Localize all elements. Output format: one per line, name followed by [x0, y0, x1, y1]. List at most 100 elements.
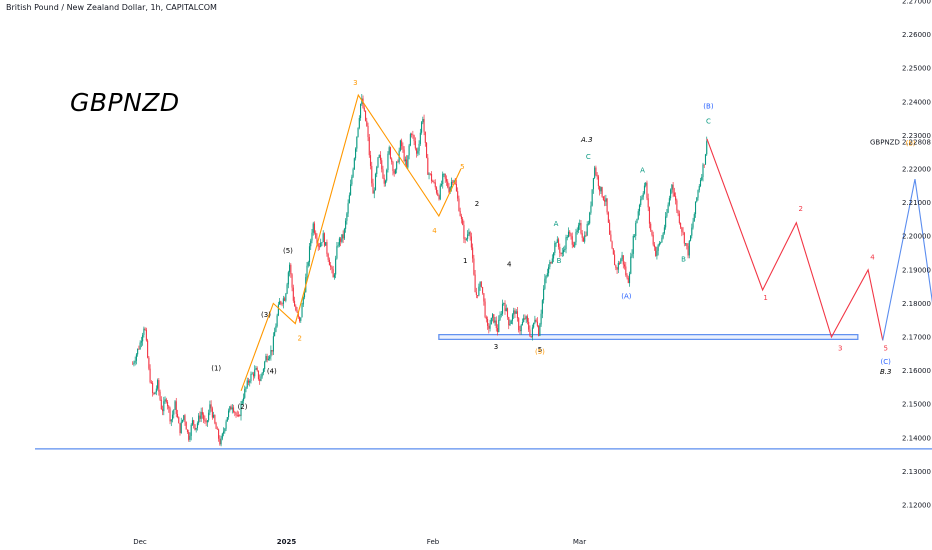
candle-body — [220, 438, 222, 445]
candle-body — [453, 180, 455, 183]
candle-body — [495, 320, 497, 329]
candle-body — [169, 408, 171, 422]
candle-body — [442, 173, 444, 184]
candle-body — [200, 411, 202, 419]
candle-body — [526, 316, 528, 322]
candle-body — [340, 238, 342, 242]
candle-body — [138, 348, 140, 350]
candle-body — [576, 230, 578, 232]
candle-body — [188, 432, 190, 440]
price-tick-label: 2.17000 — [902, 334, 931, 342]
candle-body — [234, 411, 236, 413]
candle-body — [428, 173, 430, 175]
candle-body — [214, 415, 216, 424]
candle-body — [260, 376, 262, 382]
symbol-header[interactable]: British Pound / New Zealand Dollar, 1h, … — [6, 3, 217, 12]
candle-body — [224, 428, 226, 432]
candle-body — [484, 301, 486, 318]
candle-body — [336, 246, 338, 259]
candle-body — [523, 318, 525, 322]
wave-label: 1 — [763, 294, 767, 302]
candle-body — [262, 369, 264, 373]
wave-label: 3 — [494, 343, 498, 351]
candle-body — [312, 223, 314, 233]
wave-label: (A) — [621, 292, 632, 300]
candle-body — [374, 174, 377, 191]
candle-body — [416, 148, 418, 154]
candle-body — [323, 233, 325, 246]
candle-body — [355, 148, 357, 159]
candle-body — [333, 274, 335, 278]
candle-body — [236, 414, 238, 416]
candle-body — [429, 173, 431, 175]
candle-body — [406, 159, 408, 168]
candle-body — [487, 319, 489, 326]
candle-body — [687, 246, 689, 256]
candle-body — [516, 311, 519, 319]
candle-body — [154, 392, 156, 395]
candle-body — [594, 167, 596, 179]
candle-body — [368, 137, 370, 156]
candle-body — [315, 232, 317, 238]
candle-body — [661, 237, 663, 243]
candle-body — [635, 223, 637, 236]
candle-body — [135, 354, 137, 361]
candle-body — [270, 350, 272, 357]
ticker-label: GBPNZD — [870, 138, 900, 146]
price-tick-label: 2.23000 — [902, 132, 931, 140]
candle-body — [455, 184, 457, 192]
candle-body — [327, 253, 329, 260]
candle-body — [685, 243, 687, 245]
support-zone-box — [438, 334, 859, 340]
candle-body — [209, 404, 211, 413]
candle-body — [313, 223, 316, 233]
candle-body — [434, 182, 436, 188]
candle-body — [553, 252, 555, 259]
price-axis[interactable]: 2.27000 2.26000 2.25000 2.24000 2.23000 2.220… — [902, 0, 931, 510]
candle-body — [478, 286, 480, 296]
candle-body — [401, 140, 403, 147]
candle-body — [133, 362, 135, 364]
candle-body — [231, 407, 233, 410]
candle-body — [627, 277, 629, 284]
candle-body — [439, 185, 441, 200]
candle-body — [595, 167, 597, 175]
candle-body — [244, 388, 246, 398]
candle-body — [560, 252, 562, 254]
candle-body — [317, 243, 319, 247]
candle-body — [632, 235, 634, 254]
time-axis[interactable]: Dec 2025 Feb Mar — [133, 538, 586, 546]
candle-body — [562, 250, 565, 253]
candle-body — [535, 319, 537, 322]
candle-body — [417, 150, 419, 154]
candle-body — [322, 233, 324, 243]
candle-body — [211, 408, 213, 418]
candle-body — [367, 125, 369, 138]
candle-body — [625, 266, 627, 276]
candle-body — [286, 284, 288, 294]
candle-body — [538, 325, 540, 336]
candle-body — [688, 240, 690, 256]
candle-body — [470, 236, 472, 248]
candle-body — [536, 321, 538, 326]
candle-body — [343, 228, 345, 239]
candle-body — [265, 356, 267, 362]
candle-body — [213, 415, 215, 418]
candle-body — [452, 181, 454, 183]
projection-red-line — [706, 138, 884, 341]
candle-body — [147, 340, 149, 358]
candle-body — [477, 295, 479, 296]
candle-body — [311, 232, 313, 241]
candle-body — [582, 237, 585, 242]
candle-body — [371, 165, 373, 184]
candle-body — [412, 134, 414, 136]
candle-body — [215, 423, 217, 429]
candle-body — [183, 415, 185, 420]
chart-title: GBPNZD — [70, 88, 180, 117]
candle-body — [239, 415, 241, 416]
candle-body — [342, 234, 344, 239]
wave-label: 5 — [883, 344, 887, 352]
candle-body — [246, 380, 248, 388]
